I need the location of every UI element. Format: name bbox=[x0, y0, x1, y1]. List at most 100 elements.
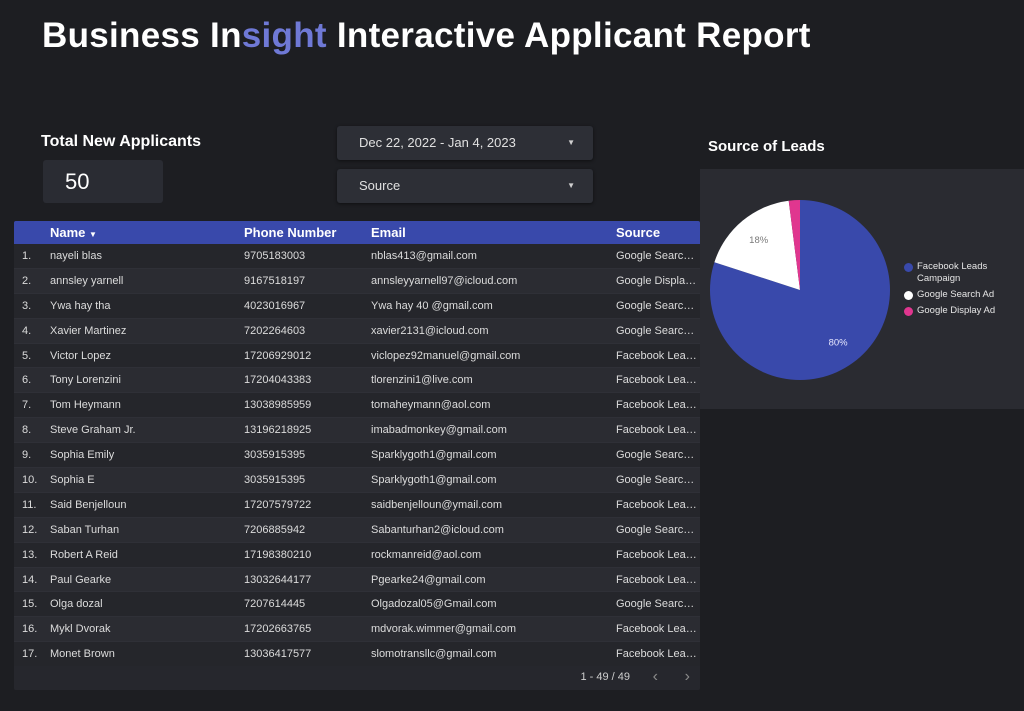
cell-email: viclopez92manuel@gmail.com bbox=[371, 349, 521, 362]
legend-swatch bbox=[904, 263, 913, 272]
cell-email: saidbenjelloun@ymail.com bbox=[371, 498, 503, 511]
cell-phone: 17204043383 bbox=[244, 374, 312, 387]
pie-chart-panel: 80% 18% Facebook Leads Campaign Google Sea… bbox=[700, 169, 1024, 409]
row-index: 3. bbox=[22, 299, 32, 312]
cell-name: Robert A Reid bbox=[50, 548, 118, 561]
chevron-left-icon[interactable]: ‹ bbox=[652, 668, 658, 685]
cell-phone: 13196218925 bbox=[244, 424, 312, 437]
cell-source: Google Search Ad bbox=[616, 249, 700, 262]
cell-source: Google Search Ad bbox=[616, 324, 700, 337]
cell-phone: 7207614445 bbox=[244, 598, 306, 611]
pagination-range: 1 - 49 / 49 bbox=[580, 671, 630, 683]
applicant-table: Name ▼ Phone Number Email Source 1. nayel… bbox=[14, 221, 700, 690]
chart-title: Source of Leads bbox=[708, 138, 825, 155]
table-body: 1. nayeli blas 9705183003 nblas413@gmail.co… bbox=[14, 244, 700, 668]
dropdown-caret-icon: ▼ bbox=[567, 181, 575, 190]
cell-name: Tony Lorenzini bbox=[50, 374, 121, 387]
cell-source: Facebook Leads Campaign bbox=[616, 648, 700, 661]
row-index: 10. bbox=[22, 473, 38, 486]
cell-email: rockmanreid@aol.com bbox=[371, 548, 482, 561]
cell-email: annsleyyarnell97@icloud.com bbox=[371, 274, 518, 287]
row-index: 17. bbox=[22, 648, 38, 661]
table-row[interactable]: 1. nayeli blas 9705183003 nblas413@gmail.co… bbox=[14, 244, 700, 269]
cell-name: Mykl Dvorak bbox=[50, 623, 111, 636]
cell-name: Said Benjelloun bbox=[50, 498, 127, 511]
table-row[interactable]: 10. Sophia E 3035915395 Sparklygoth1@gmail.… bbox=[14, 468, 700, 493]
cell-name: Monet Brown bbox=[50, 648, 115, 661]
kpi-value: 50 bbox=[43, 160, 163, 203]
cell-phone: 17206929012 bbox=[244, 349, 312, 362]
source-filter-control[interactable]: Source ▼ bbox=[337, 169, 593, 203]
cell-phone: 13038985959 bbox=[244, 399, 312, 412]
row-index: 12. bbox=[22, 523, 38, 536]
row-index: 6. bbox=[22, 374, 32, 387]
header-source[interactable]: Source bbox=[616, 225, 661, 240]
cell-name: Sophia E bbox=[50, 473, 95, 486]
cell-phone: 17207579722 bbox=[244, 498, 312, 511]
table-row[interactable]: 5. Victor Lopez 17206929012 viclopez92manue… bbox=[14, 343, 700, 369]
row-index: 13. bbox=[22, 548, 38, 561]
legend-item[interactable]: Google Display Ad bbox=[904, 305, 1002, 317]
cell-name: annsley yarnell bbox=[50, 274, 124, 287]
table-header: Name ▼ Phone Number Email Source bbox=[14, 221, 700, 244]
cell-email: Sparklygoth1@gmail.com bbox=[371, 473, 497, 486]
header-email[interactable]: Email bbox=[371, 225, 406, 240]
table-row[interactable]: 2. annsley yarnell 9167518197 annsleyyarnel… bbox=[14, 268, 700, 294]
pie-slice-google-search-ad[interactable] bbox=[714, 200, 800, 290]
legend-label: Facebook Leads Campaign bbox=[917, 261, 988, 284]
cell-phone: 13036417577 bbox=[244, 648, 312, 661]
table-row[interactable]: 11. Said Benjelloun 17207579722 saidbenjell… bbox=[14, 492, 700, 518]
cell-phone: 4023016967 bbox=[244, 299, 306, 312]
table-row[interactable]: 14. Paul Gearke 13032644177 Pgearke24@gmail… bbox=[14, 567, 700, 593]
header-phone[interactable]: Phone Number bbox=[244, 225, 337, 240]
table-row[interactable]: 6. Tony Lorenzini 17204043383 tlorenzini1@l… bbox=[14, 368, 700, 394]
date-range-label: Dec 22, 2022 - Jan 4, 2023 bbox=[359, 135, 516, 150]
table-row[interactable]: 13. Robert A Reid 17198380210 rockmanreid@a… bbox=[14, 542, 700, 568]
cell-source: Google Search Ad bbox=[616, 473, 700, 486]
source-filter-label: Source bbox=[359, 178, 401, 193]
cell-source: Facebook Leads Campaign bbox=[616, 399, 700, 412]
table-row[interactable]: 8. Steve Graham Jr. 13196218925 imabadmonke… bbox=[14, 418, 700, 444]
table-row[interactable]: 9. Sophia Emily 3035915395 Sparklygoth1@gma… bbox=[14, 443, 700, 469]
cell-source: Facebook Leads Campaign bbox=[616, 548, 700, 561]
cell-phone: 7206885942 bbox=[244, 523, 306, 536]
table-row[interactable]: 3. Ywa hay tha 4023016967 Ywa hay 40 @gmail… bbox=[14, 293, 700, 319]
table-row[interactable]: 15. Olga dozal 7207614445 Olgadozal05@Gmail… bbox=[14, 592, 700, 618]
cell-source: Google Search Ad bbox=[616, 299, 700, 312]
title-suffix: Interactive Applicant Report bbox=[326, 16, 811, 55]
row-index: 7. bbox=[22, 399, 32, 412]
legend-item[interactable]: Google Search Ad bbox=[904, 289, 1002, 301]
cell-phone: 9167518197 bbox=[244, 274, 306, 287]
cell-email: Ywa hay 40 @gmail.com bbox=[371, 299, 493, 312]
row-index: 4. bbox=[22, 324, 32, 337]
cell-email: nblas413@gmail.com bbox=[371, 249, 477, 262]
table-row[interactable]: 12. Saban Turhan 7206885942 Sabanturhan2@ic… bbox=[14, 517, 700, 543]
legend-swatch bbox=[904, 291, 913, 300]
cell-email: imabadmonkey@gmail.com bbox=[371, 424, 507, 437]
chevron-right-icon[interactable]: › bbox=[684, 668, 690, 685]
cell-source: Facebook Leads Campaign bbox=[616, 573, 700, 586]
table-row[interactable]: 4. Xavier Martinez 7202264603 xavier2131@ic… bbox=[14, 318, 700, 344]
row-index: 8. bbox=[22, 424, 32, 437]
row-index: 2. bbox=[22, 274, 32, 287]
header-name[interactable]: Name ▼ bbox=[50, 225, 97, 240]
legend-item[interactable]: Facebook Leads Campaign bbox=[904, 261, 1002, 285]
cell-name: nayeli blas bbox=[50, 249, 102, 262]
chart-legend: Facebook Leads Campaign Google Search Ad G… bbox=[904, 261, 1002, 321]
legend-swatch bbox=[904, 307, 913, 316]
date-range-control[interactable]: Dec 22, 2022 - Jan 4, 2023 ▼ bbox=[337, 126, 593, 160]
pie-chart: 80% 18% bbox=[710, 200, 890, 380]
cell-name: Xavier Martinez bbox=[50, 324, 127, 337]
cell-email: tomaheymann@aol.com bbox=[371, 399, 491, 412]
row-index: 11. bbox=[22, 498, 37, 511]
pie-slice-google-display-ad[interactable] bbox=[788, 200, 800, 290]
cell-source: Facebook Leads Campaign bbox=[616, 374, 700, 387]
table-row[interactable]: 7. Tom Heymann 13038985959 tomaheymann@aol.… bbox=[14, 393, 700, 419]
table-row[interactable]: 16. Mykl Dvorak 17202663765 mdvorak.wimmer@… bbox=[14, 617, 700, 643]
cell-email: mdvorak.wimmer@gmail.com bbox=[371, 623, 517, 636]
cell-source: Facebook Leads Campaign bbox=[616, 424, 700, 437]
table-row[interactable]: 17. Monet Brown 13036417577 slomotransllc@g… bbox=[14, 642, 700, 668]
cell-source: Google Display Ad bbox=[616, 274, 700, 287]
row-index: 15. bbox=[22, 598, 38, 611]
row-index: 14. bbox=[22, 573, 38, 586]
